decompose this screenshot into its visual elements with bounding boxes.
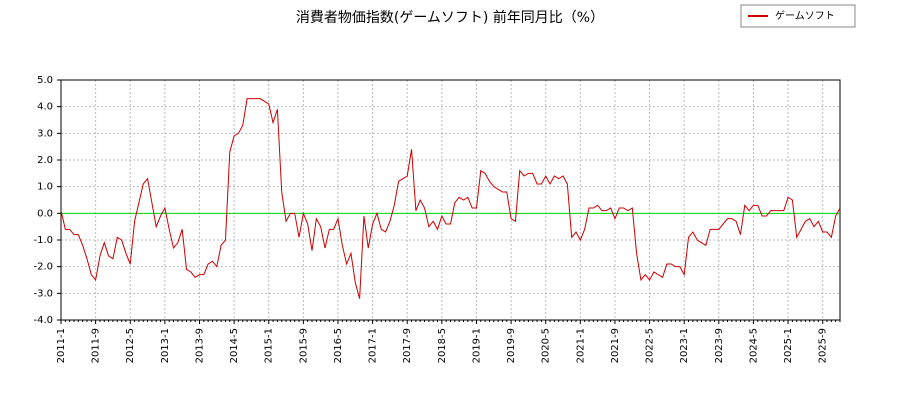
x-tick-label: 2021-1 (575, 328, 586, 363)
y-tick-label: 0.0 (37, 208, 53, 219)
y-tick-label: 3.0 (37, 128, 53, 139)
y-tick-label: 4.0 (37, 102, 53, 113)
legend-box (740, 4, 856, 28)
y-tick-label: -4.0 (33, 315, 53, 326)
x-tick-label: 2011-1 (56, 328, 67, 363)
x-tick-label: 2011-9 (91, 328, 102, 363)
x-tick-label: 2013-1 (160, 328, 171, 363)
plot-frame (60, 79, 841, 321)
x-tick-label: 2014-5 (229, 328, 240, 363)
x-tick-label: 2025-1 (783, 328, 794, 363)
y-tick-label: -1.0 (33, 235, 53, 246)
x-tick-label: 2018-5 (437, 328, 448, 363)
x-tick-label: 2015-9 (298, 328, 309, 363)
data-line (60, 98, 841, 299)
x-tick-label: 2016-5 (333, 328, 344, 363)
x-tick-label: 2023-9 (714, 328, 725, 363)
x-tick-label: 2017-1 (368, 328, 379, 363)
x-tick-label: 2024-5 (748, 328, 759, 363)
x-tick-label: 2022-5 (645, 328, 656, 363)
y-tick-label: -2.0 (33, 262, 53, 273)
x-tick-label: 2021-9 (610, 328, 621, 363)
x-tick-label: 2013-9 (194, 328, 205, 363)
x-tick-label: 2019-1 (471, 328, 482, 363)
y-tick-label: 2.0 (37, 155, 53, 166)
y-tick-label: 5.0 (37, 75, 53, 86)
x-tick-label: 2020-5 (541, 328, 552, 363)
x-tick-label: 2012-5 (125, 328, 136, 363)
x-tick-label: 2025-9 (818, 328, 829, 363)
x-tick-label: 2023-1 (679, 328, 690, 363)
x-tick-label: 2015-1 (264, 328, 275, 363)
x-tick-label: 2017-9 (402, 328, 413, 363)
y-tick-label: -3.0 (33, 288, 53, 299)
chart-title: 消費者物価指数(ゲームソフト) 前年同月比（%） (296, 9, 604, 26)
y-tick-label: 1.0 (37, 182, 53, 193)
legend-label: ゲームソフト (775, 10, 835, 22)
x-tick-label: 2019-9 (506, 328, 517, 363)
